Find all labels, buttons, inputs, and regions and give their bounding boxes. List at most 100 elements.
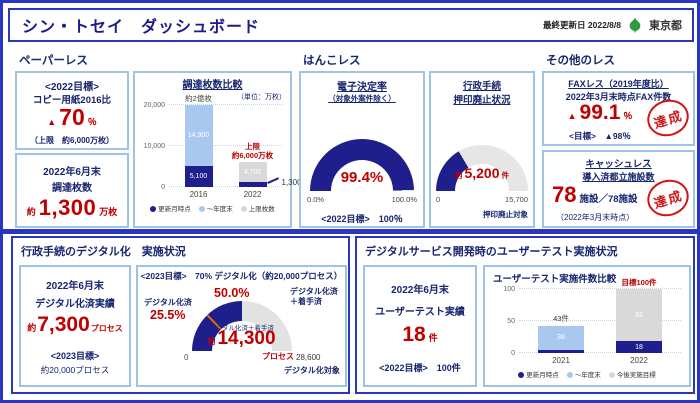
edecision-card: 電子決定率 （対象外案件除く） 99.4% 0.0% 100.0% <2022目… bbox=[299, 71, 425, 228]
org-name: 東京都 bbox=[649, 20, 682, 32]
bar-top-label: 43件 bbox=[553, 314, 569, 324]
seal-abolition-gauge bbox=[436, 145, 528, 191]
digitalization-gauge bbox=[192, 301, 292, 351]
section-title-paperless: ペーパーレス bbox=[19, 55, 88, 67]
page-title: シン・トセイ ダッシュボード bbox=[22, 19, 261, 36]
bar-top-label: 上限 約6,000万枚 bbox=[231, 142, 274, 161]
header-right: 最終更新日 2022/8/8 東京都 bbox=[543, 17, 682, 33]
done-label: デジタル化済 bbox=[144, 298, 192, 307]
bar-segment-更新月時点 bbox=[538, 349, 584, 353]
goal-label: <2022目標> bbox=[45, 82, 99, 93]
actual-unit: 万枚 bbox=[99, 207, 118, 217]
digi-goal-label: <2023目標> bbox=[50, 351, 100, 361]
seal-max: 15,700 bbox=[505, 195, 528, 204]
center-value-row: 約 14,300 bbox=[138, 328, 345, 350]
legend-item: 今後実施目標 bbox=[608, 369, 656, 379]
fax-unit: ％ bbox=[623, 111, 633, 121]
legend-item: 更新月時点 bbox=[518, 369, 559, 379]
bar-segment-更新月時点 bbox=[238, 181, 267, 187]
seal-prefix: 約 bbox=[454, 171, 463, 180]
half-label: デジタル化済 ＋着手済 bbox=[290, 287, 338, 307]
cashless-subtitle: 導入済都立施設数 bbox=[582, 172, 655, 182]
bar-segment-更新月時点: 18 bbox=[616, 341, 662, 353]
legend-item: 更新月時点 bbox=[150, 203, 191, 213]
ut-value-row: 18 件 bbox=[365, 323, 475, 347]
paperless-actual-card: 2022年6月末 調達枚数 約 1,300 万枚 bbox=[15, 153, 129, 228]
ut-date: 2022年6月末 bbox=[391, 285, 449, 296]
edecision-goal: <2022目標> 100％ bbox=[321, 214, 403, 224]
seal-title-2: 押印廃止状況 bbox=[453, 95, 511, 106]
actual-date: 2022年6月末 bbox=[43, 167, 101, 178]
cashless-value-row: 78 施設／78施設 bbox=[552, 182, 638, 208]
legend-item: 〜年度末 bbox=[198, 203, 233, 213]
center-unit: プロセス bbox=[262, 352, 294, 361]
edecision-subtitle: （対象外案件除く） bbox=[328, 94, 396, 103]
bar-callout-line bbox=[266, 177, 279, 184]
bar-2022: 4,700 上限 約6,000万枚 2022 1,300 bbox=[232, 142, 302, 199]
edecision-gauge bbox=[310, 139, 414, 191]
bar-callout-label: 1,300 bbox=[281, 178, 302, 187]
digi-date: 2022年6月末 bbox=[46, 281, 104, 292]
usertest-bar-chart: 100 50 0 38 43件 2021 18 82 目標100件 2022 更新月時点 〜年度末 今後… bbox=[485, 278, 689, 379]
digi-goal-value: 約20,000プロセス bbox=[40, 365, 110, 375]
row-separator bbox=[3, 229, 697, 234]
section-title-hankoless: はんこレス bbox=[303, 55, 361, 67]
digi-value: 7,300 bbox=[37, 313, 90, 336]
goal-value-row: ▲ 70 ％ bbox=[17, 104, 127, 131]
seal-value: 5,200 bbox=[464, 165, 500, 181]
digitalization-panel: 行政手続のデジタル化 実施状況 2022年6月末 デジタル化済実績 約 7,30… bbox=[11, 236, 350, 394]
digitalization-gauge-card: <2023目標> 70% デジタル化（約20,000プロセス） デジタル化済 2… bbox=[136, 265, 347, 387]
goal-value: 70 bbox=[59, 104, 85, 130]
ut-goal: <2022目標> 100件 bbox=[379, 363, 461, 373]
fax-value: 99.1 bbox=[579, 101, 621, 124]
fax-title: FAXレス（2019年度比） bbox=[568, 79, 669, 89]
fax-value-row: ▲ 99.1 ％ bbox=[544, 101, 656, 125]
done-pct: 25.5% bbox=[150, 308, 186, 322]
legend-dot-icon bbox=[566, 372, 573, 378]
fax-triangle-icon: ▲ bbox=[567, 111, 577, 121]
cashless-note: （2022年3月末時点） bbox=[556, 213, 635, 222]
seal-unit: 件 bbox=[501, 171, 510, 180]
bar-2022: 18 82 目標100件 2022 bbox=[616, 278, 662, 365]
usertest-kpi-card: 2022年6月末 ユーザーテスト実績 18 件 <2022目標> 100件 bbox=[363, 265, 477, 387]
bar-segment-今後実施目標: 82 bbox=[616, 289, 662, 342]
digi-metric: デジタル化済実績 bbox=[35, 299, 115, 310]
digi-unit: プロセス bbox=[90, 324, 123, 333]
chart-title: 調達枚数比較 bbox=[182, 80, 243, 91]
bar-top-label: 約2億枚 bbox=[185, 94, 212, 103]
procurement-bar-chart: 20,000 10,000 0 5,100 14,900 約2億枚 2016 4,700 上限 … bbox=[135, 94, 302, 213]
bar-segment-〜年度末: 38 bbox=[538, 325, 584, 350]
fax-subtitle: 2022年3月末時点FAX件数 bbox=[565, 92, 672, 102]
actual-metric: 調達枚数 bbox=[52, 183, 92, 194]
digitalization-kpi-card: 2022年6月末 デジタル化済実績 約 7,300 プロセス <2023目標> … bbox=[19, 265, 131, 387]
edecision-min: 0.0% bbox=[307, 195, 325, 204]
last-updated: 最終更新日 2022/8/8 bbox=[543, 20, 621, 30]
edecision-max: 100.0% bbox=[391, 195, 417, 204]
digi-target-label: デジタル化対象 bbox=[284, 366, 340, 375]
half-pct: 50.0% bbox=[214, 286, 250, 300]
chart-legend: 更新月時点 〜年度末 上限枚数 bbox=[135, 203, 290, 213]
digi-gauge-min: 0 bbox=[184, 353, 189, 362]
ut-chart-title: ユーザーテスト実施件数比較 bbox=[493, 274, 617, 285]
faxless-card: FAXレス（2019年度比） 2022年3月末時点FAX件数 ▲ 99.1 ％ … bbox=[542, 71, 695, 146]
usertest-panel: デジタルサービス開発時のユーザーテスト実施状況 2022年6月末 ユーザーテスト… bbox=[355, 236, 695, 394]
legend-dot-icon bbox=[240, 206, 247, 212]
ut-value: 18 bbox=[402, 323, 426, 346]
legend-dot-icon bbox=[518, 372, 525, 378]
bar-segment-更新月時点: 5,100 bbox=[184, 166, 213, 187]
seal-abolition-card: 行政手続 押印廃止状況 約 5,200 件 0 15,700 押印廃止対象 bbox=[429, 71, 535, 228]
decrease-triangle-icon: ▲ bbox=[47, 117, 57, 127]
cashless-value: 78 bbox=[552, 182, 577, 207]
seal-min: 0 bbox=[436, 195, 441, 204]
edecision-title: 電子決定率 bbox=[337, 82, 387, 93]
center-label: デジタル化済＋着手済 bbox=[209, 325, 274, 332]
legend-item: 上限枚数 bbox=[240, 203, 275, 213]
cashless-card: キャッシュレス 導入済都立施設数 78 施設／78施設 （2022年3月末時点）… bbox=[542, 150, 695, 228]
digi-prefix: 約 bbox=[27, 323, 37, 333]
section-title-otherless: その他のレス bbox=[546, 55, 615, 67]
digi-value-row: 約 7,300 プロセス bbox=[21, 313, 129, 337]
seal-target-label: 押印廃止対象 bbox=[483, 210, 528, 219]
legend-item: 〜年度末 bbox=[566, 369, 601, 379]
cashless-title: キャッシュレス bbox=[585, 159, 652, 170]
